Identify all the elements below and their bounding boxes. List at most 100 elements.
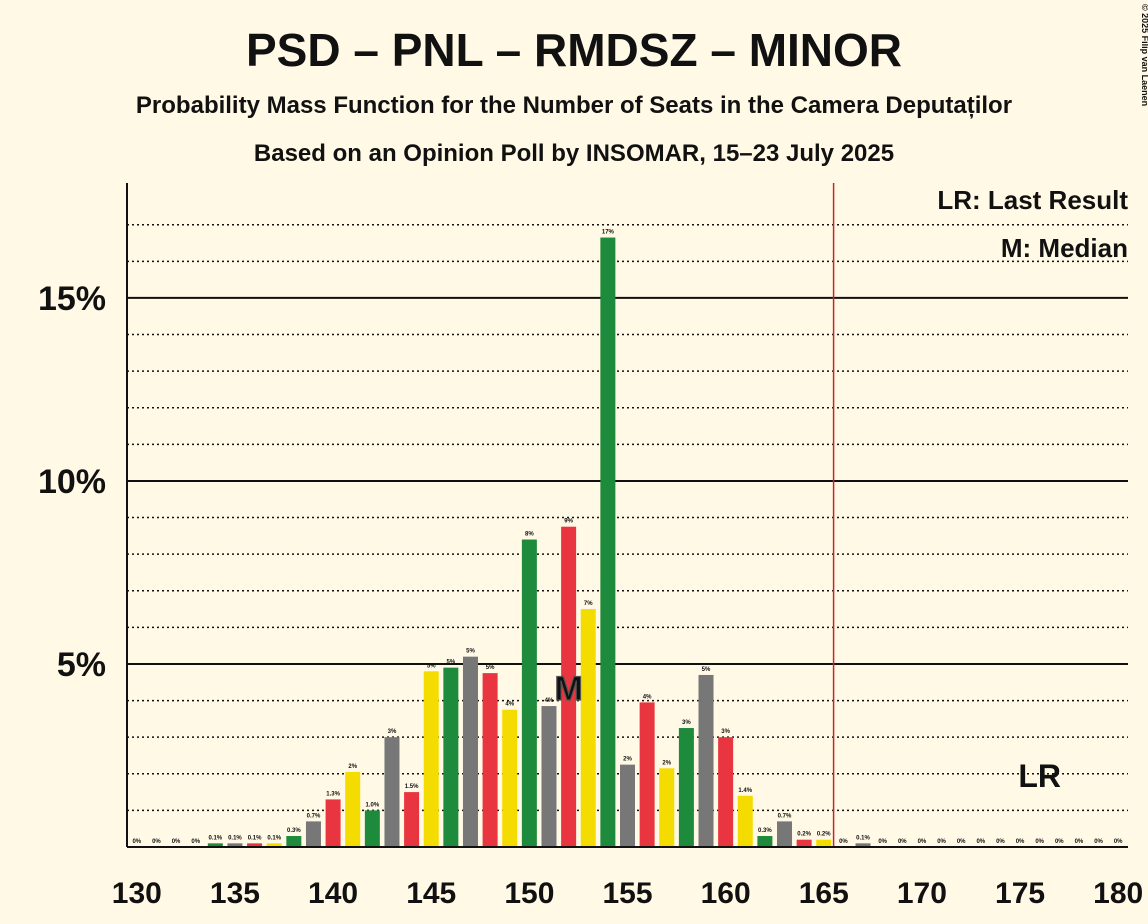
- x-tick-label: 180: [1093, 877, 1143, 910]
- value-label: 5%: [466, 649, 475, 655]
- value-label: 3%: [721, 729, 730, 735]
- value-label: 5%: [702, 667, 711, 673]
- bar: [796, 839, 812, 847]
- value-label: 4%: [505, 702, 514, 708]
- bar: [698, 674, 714, 847]
- value-label: 0.2%: [797, 832, 811, 838]
- value-label: 0%: [1016, 839, 1025, 845]
- bar: [816, 839, 832, 847]
- value-label: 0.7%: [307, 813, 321, 819]
- bar: [659, 768, 675, 847]
- value-label: 2%: [348, 764, 357, 770]
- value-label: 0%: [1114, 839, 1123, 845]
- bar: [423, 671, 439, 847]
- bar: [639, 702, 655, 847]
- bar: [777, 821, 793, 847]
- y-tick-label: 5%: [57, 646, 106, 684]
- value-label: 1.4%: [738, 788, 752, 794]
- bar: [345, 771, 361, 847]
- bar: [325, 799, 341, 847]
- value-label: 0.1%: [856, 835, 870, 841]
- value-label: 0%: [132, 839, 141, 845]
- value-label: 0.3%: [287, 828, 301, 834]
- value-label: 8%: [525, 532, 534, 538]
- y-tick-label: 10%: [38, 463, 106, 501]
- value-label: 0%: [152, 839, 161, 845]
- value-label: 0.3%: [758, 828, 772, 834]
- value-label: 4%: [643, 694, 652, 700]
- value-label: 0%: [878, 839, 887, 845]
- legend-entry: M: Median: [1001, 233, 1128, 263]
- x-tick-label: 155: [602, 877, 652, 910]
- x-tick-label: 175: [995, 877, 1045, 910]
- value-label: 0%: [839, 839, 848, 845]
- value-label: 0%: [957, 839, 966, 845]
- x-tick-label: 160: [701, 877, 751, 910]
- value-label: 0%: [996, 839, 1005, 845]
- x-tick-label: 170: [897, 877, 947, 910]
- x-tick-label: 150: [504, 877, 554, 910]
- chart-subtitle: Probability Mass Function for the Number…: [136, 92, 1012, 119]
- value-label: 1.0%: [365, 802, 379, 808]
- bar: [561, 526, 577, 847]
- chart-title: PSD – PNL – RMDSZ – MINOR: [246, 24, 902, 76]
- value-label: 0.7%: [778, 813, 792, 819]
- bar: [541, 706, 557, 847]
- value-label: 0%: [172, 839, 181, 845]
- value-label: 3%: [388, 729, 397, 735]
- value-label: 0.2%: [817, 832, 831, 838]
- value-label: 0%: [1094, 839, 1103, 845]
- bar: [678, 728, 694, 847]
- value-label: 0.1%: [248, 835, 262, 841]
- bar: [266, 843, 282, 847]
- value-label: 0%: [1055, 839, 1064, 845]
- value-label: 1.5%: [405, 784, 419, 790]
- value-label: 0%: [918, 839, 927, 845]
- value-label: 0.1%: [208, 835, 222, 841]
- x-tick-label: 165: [799, 877, 849, 910]
- copyright: © 2025 Filip van Laenen: [1140, 4, 1148, 106]
- value-label: 0%: [898, 839, 907, 845]
- value-label: 1.3%: [326, 791, 340, 797]
- bar: [384, 737, 400, 847]
- value-label: 4%: [545, 698, 554, 704]
- x-tick-label: 145: [406, 877, 456, 910]
- value-label: 0%: [191, 839, 200, 845]
- legend-entry: LR: Last Result: [937, 185, 1128, 215]
- bar: [521, 539, 537, 847]
- bar: [227, 843, 243, 847]
- value-label: 0.1%: [228, 835, 242, 841]
- bar: [757, 836, 773, 847]
- value-label: 2%: [623, 757, 632, 763]
- bar: [737, 795, 753, 847]
- chart-subtitle: Based on an Opinion Poll by INSOMAR, 15–…: [254, 140, 894, 167]
- value-label: 5%: [427, 663, 436, 669]
- value-label: 0%: [937, 839, 946, 845]
- y-tick-label: 15%: [38, 280, 106, 318]
- value-label: 5%: [447, 660, 456, 666]
- value-label: 0%: [1035, 839, 1044, 845]
- bar: [404, 792, 420, 847]
- value-label: 0%: [976, 839, 985, 845]
- value-label: 0%: [1075, 839, 1084, 845]
- last-result-marker: LR: [1018, 758, 1061, 794]
- bar: [286, 836, 302, 847]
- bar: [462, 656, 478, 847]
- value-label: 3%: [682, 720, 691, 726]
- bar: [247, 843, 263, 847]
- bar: [443, 667, 459, 847]
- bar: [580, 609, 596, 847]
- value-label: 0.1%: [267, 835, 281, 841]
- x-tick-label: 135: [210, 877, 260, 910]
- x-tick-label: 140: [308, 877, 358, 910]
- bar: [502, 709, 518, 847]
- value-label: 17%: [602, 230, 615, 236]
- bar: [482, 673, 498, 847]
- bar: [305, 821, 321, 847]
- bar: [855, 843, 871, 847]
- value-label: 7%: [584, 601, 593, 607]
- bar: [600, 237, 616, 848]
- bar: [207, 843, 223, 847]
- value-label: 9%: [564, 519, 573, 525]
